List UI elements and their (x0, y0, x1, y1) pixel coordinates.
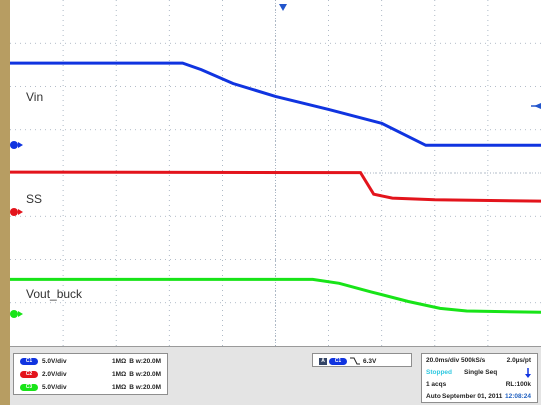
ch2-bandwidth: B w:20.0M (129, 370, 162, 378)
ch3-impedance: 1MΩ (112, 383, 127, 391)
ch1-waveform (10, 61, 541, 147)
timebase: 20.0ms/div 500kS/s (426, 357, 486, 364)
ch3-waveform (10, 277, 541, 314)
ch1-impedance: 1MΩ (112, 357, 127, 365)
ch2-waveform (10, 170, 541, 203)
left-bezel (0, 0, 10, 405)
trigger-row: A C1 6.3V (319, 357, 376, 365)
date: September 01, 2011 (442, 393, 503, 400)
ch3-ground-marker-icon[interactable] (10, 310, 23, 318)
acquisition-state: Stopped (426, 369, 452, 376)
waveform-display: Vin SS Vout_buck (10, 0, 541, 346)
trigger-source-badge: C1 (329, 357, 347, 365)
falling-edge-icon (350, 357, 360, 365)
trigger-a-icon: A (319, 357, 327, 365)
acquisition-mode: Single Seq (464, 369, 498, 376)
ch1-ground-marker-icon[interactable] (10, 141, 23, 149)
ch2-settings-row[interactable]: C2 2.0V/div 1MΩ B w:20.0M (20, 369, 161, 379)
sample-interval: 2.0µs/pt (506, 357, 531, 364)
ch2-badge[interactable]: C2 (20, 370, 38, 378)
status-bar: C1 5.0V/div 1MΩ B w:20.0M C2 2.0V/div 1M… (10, 346, 541, 405)
ss-trace-label: SS (26, 192, 42, 206)
vout-trace-label: Vout_buck (26, 287, 83, 301)
acquisition-count: 1 acqs (426, 381, 447, 388)
trigger-position-marker-icon[interactable] (279, 4, 287, 11)
down-arrow-icon (525, 368, 531, 378)
ch3-badge[interactable]: C3 (20, 383, 38, 391)
trigger-level: 6.3V (363, 357, 377, 365)
ch2-scale: 2.0V/div (42, 370, 67, 378)
ch1-badge[interactable]: C1 (20, 357, 38, 365)
trigger-mode: Auto (426, 393, 441, 400)
trigger-panel[interactable]: A C1 6.3V (312, 353, 412, 367)
acquisition-panel[interactable]: 20.0ms/div 500kS/s 2.0µs/pt Stopped Sing… (421, 353, 538, 403)
ch3-bandwidth: B w:20.0M (129, 383, 162, 391)
time: 12:08:24 (504, 393, 531, 400)
ch1-scale: 5.0V/div (42, 357, 67, 365)
trigger-level-marker-icon[interactable] (534, 103, 541, 109)
ch3-scale: 5.0V/div (42, 383, 67, 391)
vin-trace-label: Vin (26, 90, 43, 104)
ch2-impedance: 1MΩ (112, 370, 127, 378)
ch1-settings-row[interactable]: C1 5.0V/div 1MΩ B w:20.0M (20, 356, 161, 366)
record-length: RL:100k (505, 381, 531, 388)
ch2-ground-marker-icon[interactable] (10, 208, 23, 216)
channel-settings-panel: C1 5.0V/div 1MΩ B w:20.0M C2 2.0V/div 1M… (13, 353, 168, 395)
ch1-bandwidth: B w:20.0M (129, 357, 162, 365)
ch3-settings-row[interactable]: C3 5.0V/div 1MΩ B w:20.0M (20, 382, 161, 392)
